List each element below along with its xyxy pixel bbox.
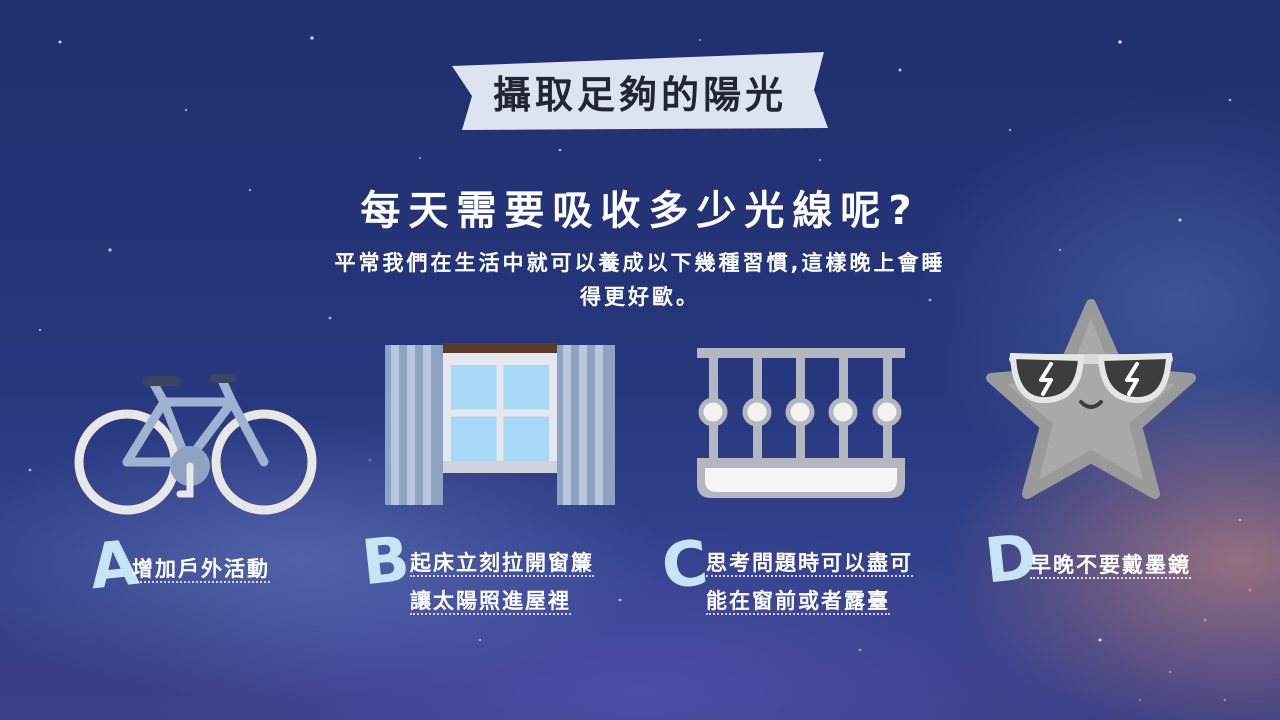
window-curtain-icon — [385, 343, 615, 505]
item-d-line-1: 早晚不要戴墨鏡 — [1030, 553, 1191, 579]
subtitle-line-1: 平常我們在生活中就可以養成以下幾種習慣,這樣晚上會睡 — [334, 251, 946, 275]
subtitle-line-2: 得更好歐。 — [580, 285, 700, 309]
item-a-text: 增加戶外活動 — [132, 550, 270, 588]
item-b-text: 起床立刻拉開窗簾 讓太陽照進屋裡 — [410, 544, 594, 620]
item-c-line-2: 能在窗前或者露臺 — [706, 589, 890, 615]
item-d-text: 早晚不要戴墨鏡 — [1030, 546, 1191, 584]
banner-ribbon-shape — [452, 52, 828, 130]
item-c-line-1: 思考問題時可以盡可 — [706, 551, 913, 577]
item-b-letter: B — [358, 521, 413, 600]
page-headline: 每天需要吸收多少光線呢? — [360, 188, 920, 234]
item-a-line-1: 增加戶外活動 — [132, 557, 270, 583]
item-c-text: 思考問題時可以盡可 能在窗前或者露臺 — [706, 544, 913, 620]
title-banner: 攝取足夠的陽光 — [452, 52, 828, 130]
balcony-icon — [697, 348, 905, 498]
banner-title: 攝取足夠的陽光 — [492, 72, 787, 117]
item-c-letter: C — [658, 525, 712, 604]
subtitle: 平常我們在生活中就可以養成以下幾種習慣,這樣晚上會睡 得更好歐。 — [230, 246, 1050, 314]
item-b-line-1: 起床立刻拉開窗簾 — [410, 551, 594, 577]
star-sunglasses-icon — [986, 299, 1196, 499]
item-b-line-2: 讓太陽照進屋裡 — [410, 589, 571, 615]
bicycle-icon — [74, 374, 317, 515]
